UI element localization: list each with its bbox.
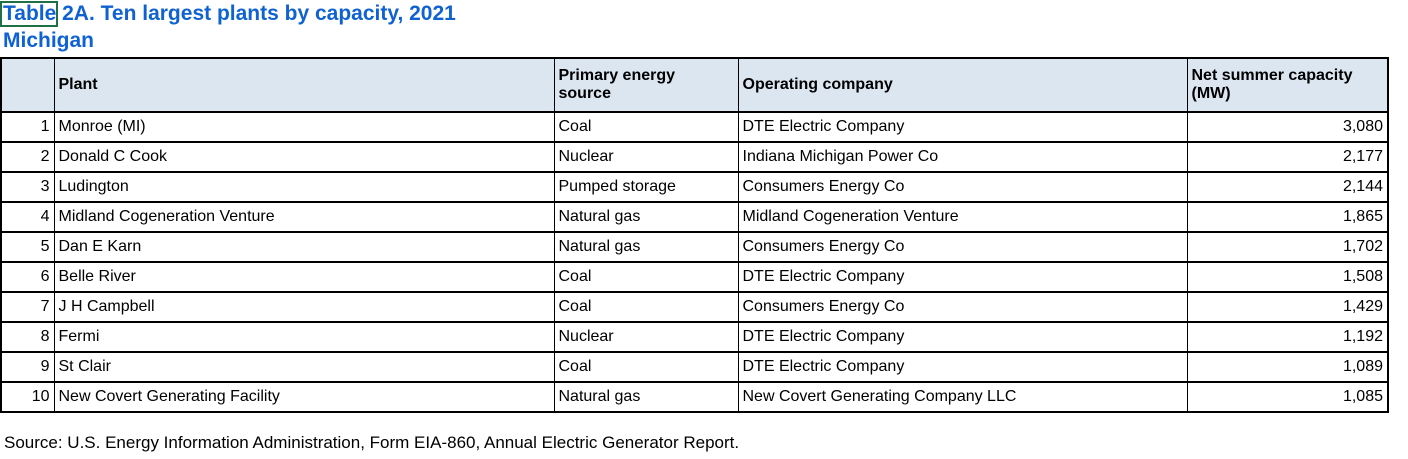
source-cell: Natural gas — [553, 381, 739, 413]
capacity-cell: 1,429 — [1186, 291, 1389, 323]
table-row: 10 New Covert Generating Facility Natura… — [0, 381, 1389, 413]
company-cell: Indiana Michigan Power Co — [737, 141, 1188, 173]
capacity-cell: 1,192 — [1186, 321, 1389, 353]
table-row: 4 Midland Cogeneration Venture Natural g… — [0, 201, 1389, 233]
company-cell: Midland Cogeneration Venture — [737, 201, 1188, 233]
source-cell: Nuclear — [553, 141, 739, 173]
company-cell: New Covert Generating Company LLC — [737, 381, 1188, 413]
company-cell: Consumers Energy Co — [737, 291, 1188, 323]
rank-cell: 6 — [0, 261, 55, 293]
plant-cell: Donald C Cook — [53, 141, 555, 173]
capacity-cell: 1,508 — [1186, 261, 1389, 293]
plant-cell: Ludington — [53, 171, 555, 203]
source-cell: Coal — [553, 291, 739, 323]
table-row: 9 St Clair Coal DTE Electric Company 1,0… — [0, 351, 1389, 383]
column-header-source: Primary energy source — [553, 57, 739, 113]
plant-cell: Monroe (MI) — [53, 111, 555, 143]
capacity-cell: 2,144 — [1186, 171, 1389, 203]
source-cell: Natural gas — [553, 201, 739, 233]
capacity-cell: 1,865 — [1186, 201, 1389, 233]
table-row: 7 J H Campbell Coal Consumers Energy Co … — [0, 291, 1389, 323]
capacity-cell: 1,702 — [1186, 231, 1389, 263]
plant-cell: Midland Cogeneration Venture — [53, 201, 555, 233]
column-header-plant: Plant — [53, 57, 555, 113]
column-header-company: Operating company — [737, 57, 1188, 113]
source-cell: Nuclear — [553, 321, 739, 353]
rank-cell: 1 — [0, 111, 55, 143]
rank-cell: 2 — [0, 141, 55, 173]
source-cell: Pumped storage — [553, 171, 739, 203]
column-header-capacity-label: Net summer capacity (MW) — [1191, 67, 1353, 102]
table-row: 3 Ludington Pumped storage Consumers Ene… — [0, 171, 1389, 203]
rank-cell: 7 — [0, 291, 55, 323]
source-cell: Natural gas — [553, 231, 739, 263]
rank-cell: 10 — [0, 381, 55, 413]
page-subtitle: Michigan — [3, 29, 95, 52]
company-cell: Consumers Energy Co — [737, 171, 1188, 203]
company-cell: Consumers Energy Co — [737, 231, 1188, 263]
plant-cell: Fermi — [53, 321, 555, 353]
title-block: Table 2A. Ten largest plants by capacity… — [3, 0, 456, 54]
table-row: 1 Monroe (MI) Coal DTE Electric Company … — [0, 111, 1389, 143]
source-cell: Coal — [553, 351, 739, 383]
table-row: 6 Belle River Coal DTE Electric Company … — [0, 261, 1389, 293]
page-title: Table 2A. Ten largest plants by capacity… — [3, 2, 456, 25]
column-header-source-label: Primary energy source — [558, 67, 676, 102]
plant-cell: Dan E Karn — [53, 231, 555, 263]
capacity-cell: 1,085 — [1186, 381, 1389, 413]
company-cell: DTE Electric Company — [737, 321, 1188, 353]
column-header-rank — [0, 57, 55, 113]
capacity-cell: 3,080 — [1186, 111, 1389, 143]
capacity-cell: 2,177 — [1186, 141, 1389, 173]
company-cell: DTE Electric Company — [737, 351, 1188, 383]
rank-cell: 4 — [0, 201, 55, 233]
capacity-cell: 1,089 — [1186, 351, 1389, 383]
rank-cell: 5 — [0, 231, 55, 263]
company-cell: DTE Electric Company — [737, 111, 1188, 143]
plant-cell: St Clair — [53, 351, 555, 383]
source-note: Source: U.S. Energy Information Administ… — [4, 433, 740, 452]
source-cell: Coal — [553, 111, 739, 143]
table-row: 2 Donald C Cook Nuclear Indiana Michigan… — [0, 141, 1389, 173]
plants-table: Plant Primary energy source Operating co… — [0, 57, 1389, 413]
plant-cell: New Covert Generating Facility — [53, 381, 555, 413]
column-header-capacity: Net summer capacity (MW) — [1186, 57, 1389, 113]
source-cell: Coal — [553, 261, 739, 293]
table-row: 8 Fermi Nuclear DTE Electric Company 1,1… — [0, 321, 1389, 353]
header-row: Plant Primary energy source Operating co… — [0, 57, 1389, 113]
rank-cell: 3 — [0, 171, 55, 203]
plant-cell: Belle River — [53, 261, 555, 293]
table-row: 5 Dan E Karn Natural gas Consumers Energ… — [0, 231, 1389, 263]
rank-cell: 8 — [0, 321, 55, 353]
company-cell: DTE Electric Company — [737, 261, 1188, 293]
plant-cell: J H Campbell — [53, 291, 555, 323]
rank-cell: 9 — [0, 351, 55, 383]
